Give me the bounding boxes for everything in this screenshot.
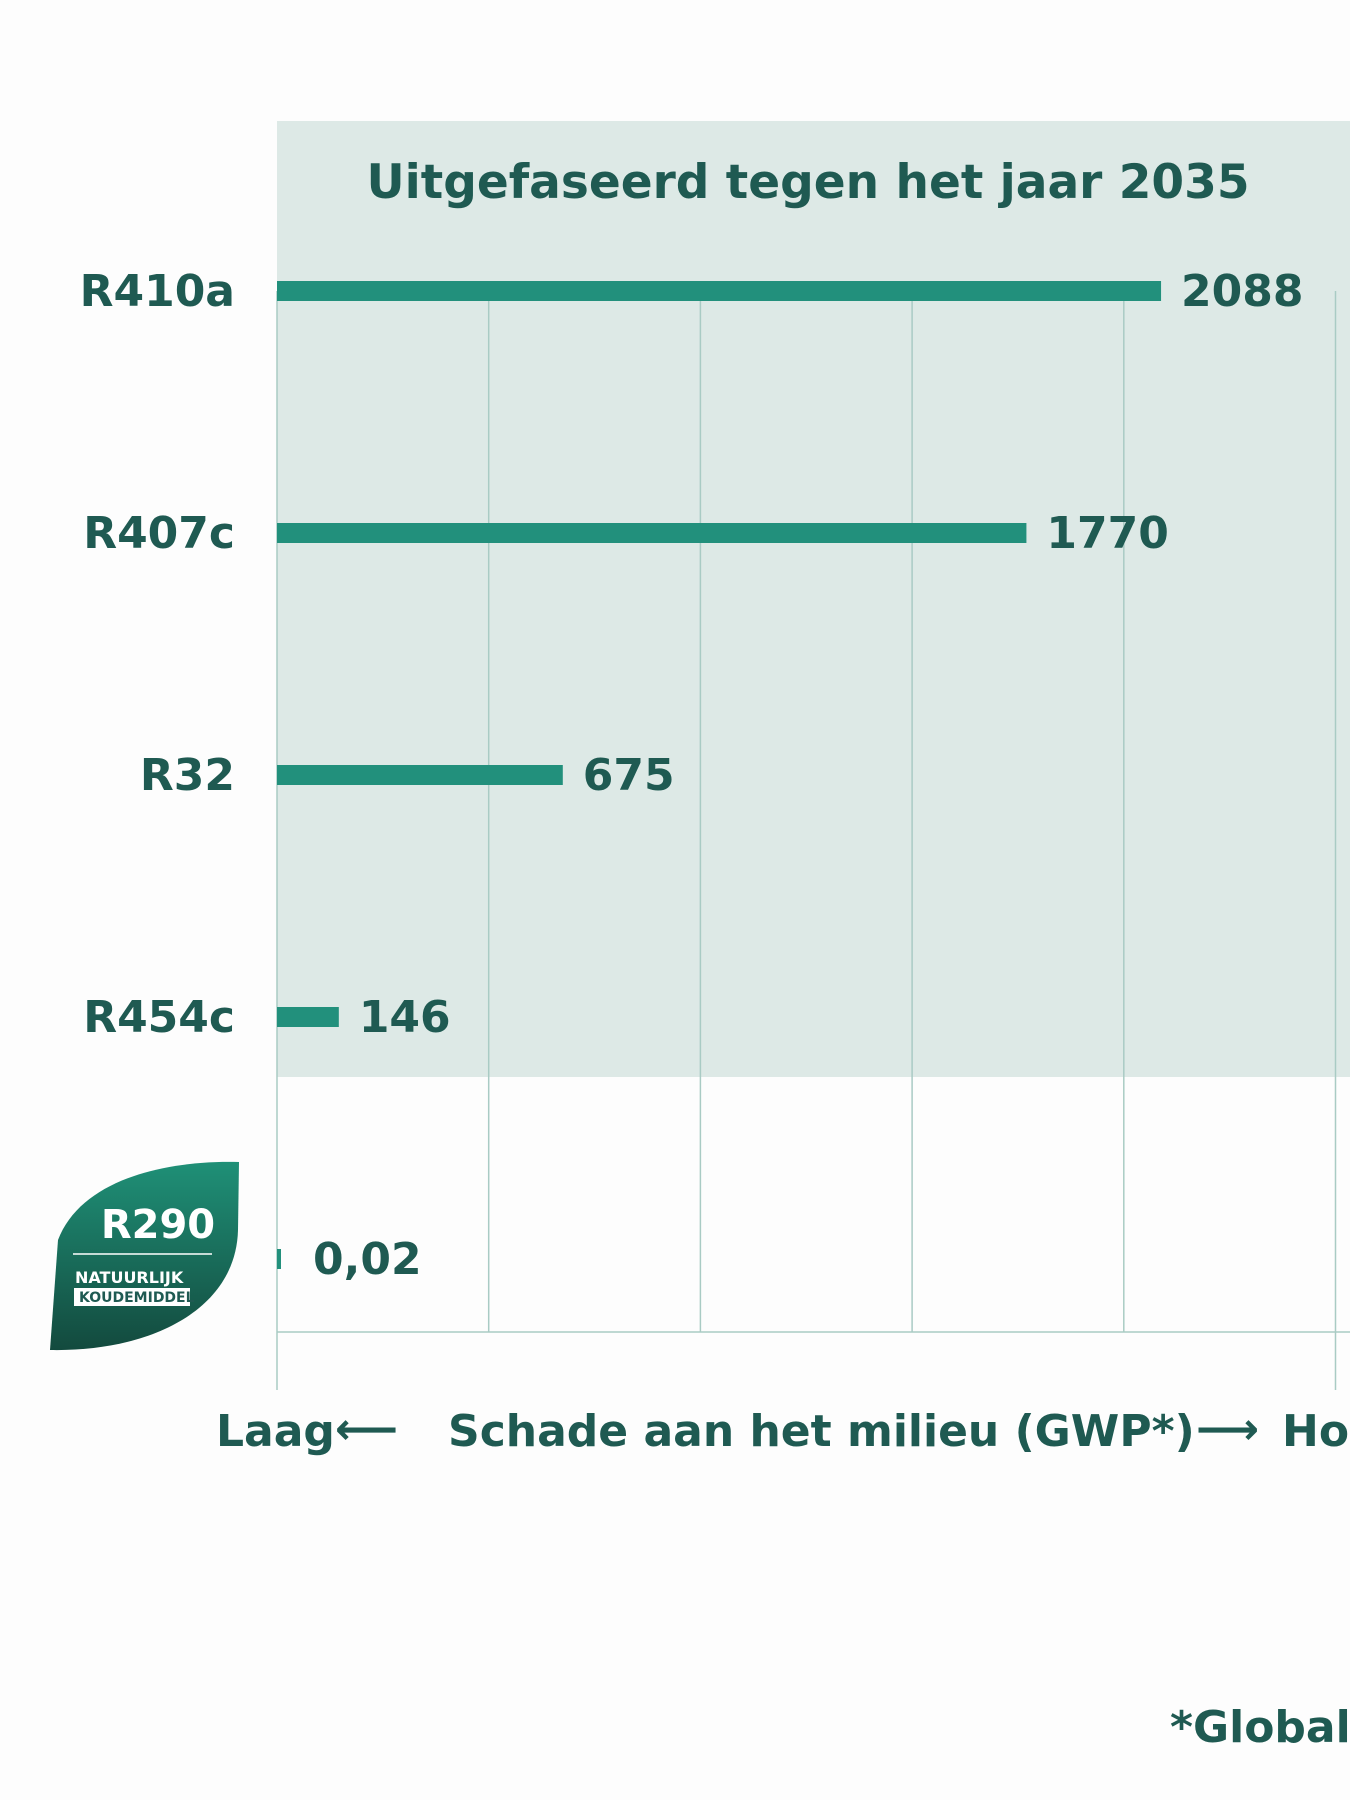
axis-high-label: Hoog (1282, 1406, 1350, 1457)
badge-line2: KOUDEMIDDEL (79, 1290, 195, 1306)
badge-name: R290 (101, 1202, 215, 1248)
bar-r32 (277, 765, 563, 785)
leaf-icon (50, 1161, 239, 1351)
axis-low-label: Laag (216, 1406, 335, 1457)
r290-badge: R290 NATUURLIJK KOUDEMIDDEL (50, 1161, 239, 1351)
footnote: *Global (1170, 1702, 1350, 1753)
bar-r410a (277, 281, 1162, 301)
bar-r290 (277, 1249, 281, 1269)
value-label: 146 (359, 992, 451, 1043)
category-label: R410a (80, 266, 235, 317)
right-arrow-icon: ⟶ (1196, 1404, 1259, 1455)
phase-out-region (277, 121, 1350, 1077)
left-arrow-icon: ⟵ (335, 1404, 398, 1455)
category-label: R407c (83, 508, 235, 559)
chart-title: Uitgefaseerd tegen het jaar 2035 (366, 155, 1249, 210)
badge-line1: NATUURLIJK (75, 1268, 184, 1287)
axis-title: Schade aan het milieu (GWP*) (448, 1406, 1195, 1457)
value-label: 1770 (1046, 508, 1168, 559)
bar-r454c (277, 1007, 339, 1027)
bar-r407c (277, 523, 1027, 543)
category-label: R454c (83, 992, 235, 1043)
value-label: 2088 (1181, 266, 1303, 317)
value-label: 0,02 (313, 1234, 422, 1285)
category-label: R32 (140, 750, 235, 801)
value-label: 675 (583, 750, 675, 801)
